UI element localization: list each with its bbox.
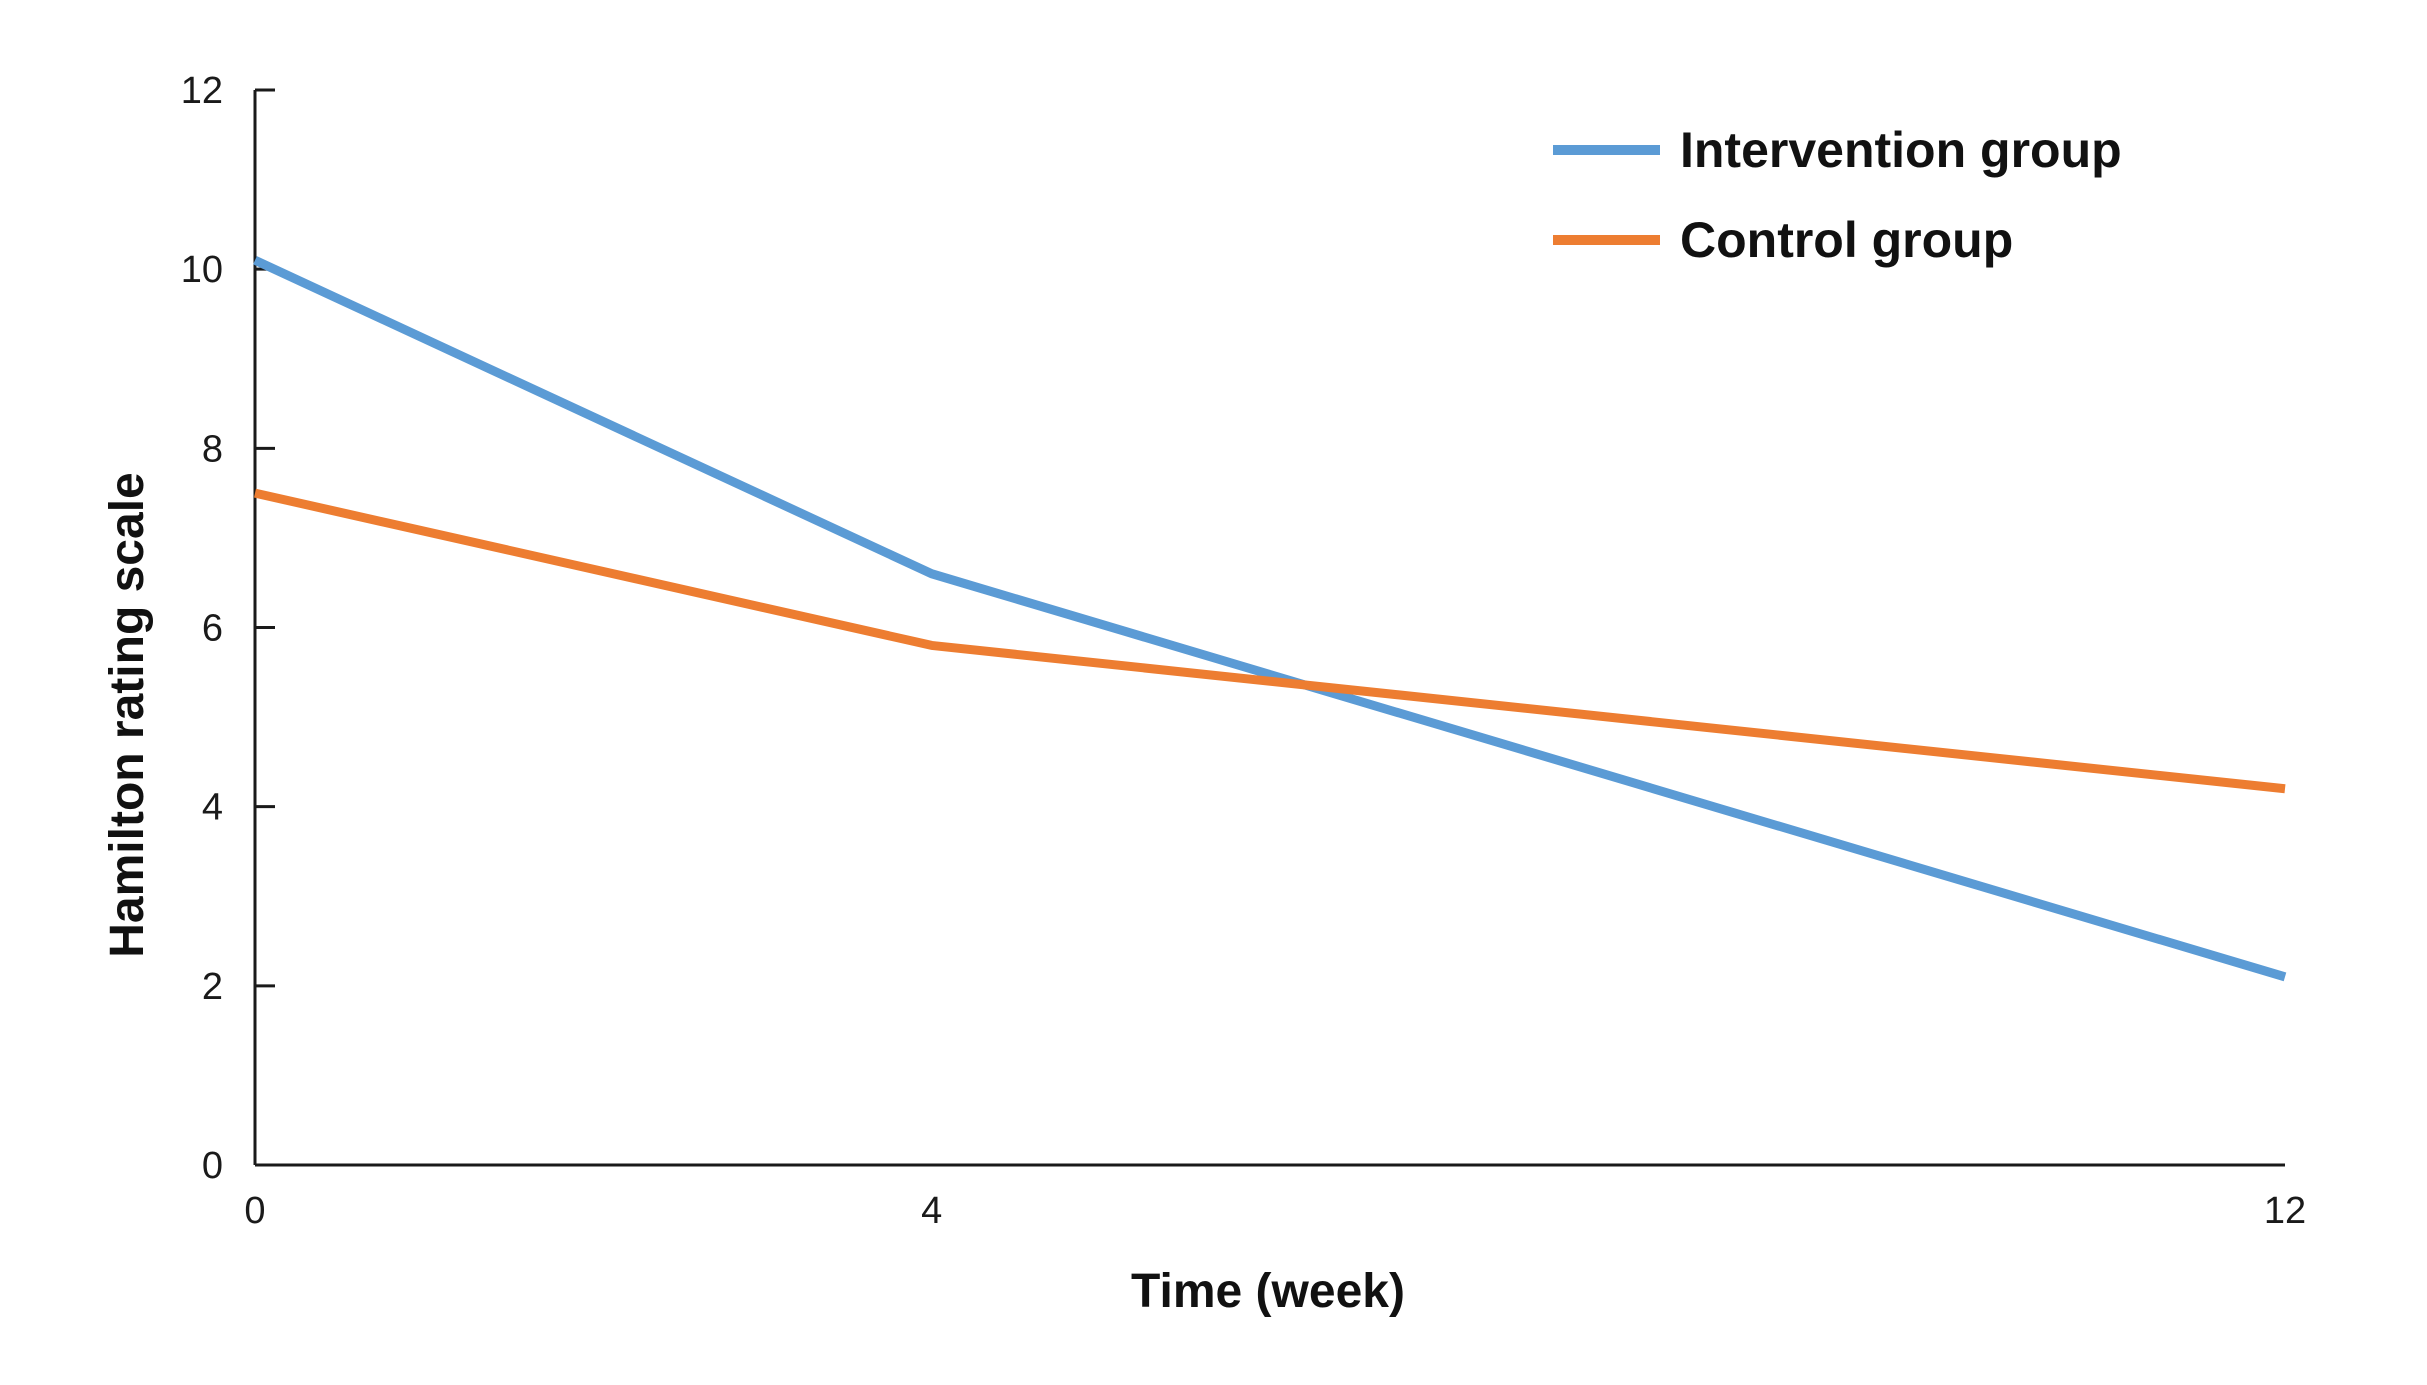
data-point <box>931 573 933 575</box>
legend: Intervention group Control group <box>1553 122 2122 268</box>
y-tick-label: 0 <box>202 1145 223 1187</box>
series-line-intervention <box>253 256 2287 982</box>
x-tick-label: 4 <box>921 1190 942 1232</box>
legend-label: Intervention group <box>1680 122 2122 178</box>
y-tick-label: 2 <box>202 966 223 1008</box>
series-layer <box>253 256 2287 982</box>
y-ticks: 0 2 4 6 8 10 12 <box>181 70 275 1187</box>
data-point <box>254 492 256 494</box>
x-tick-label: 12 <box>2264 1190 2306 1232</box>
y-tick-label: 6 <box>202 608 223 650</box>
x-tick-label: 0 <box>244 1190 265 1232</box>
y-tick-label: 8 <box>202 428 223 470</box>
legend-label: Control group <box>1680 212 2013 268</box>
data-point <box>254 259 256 261</box>
y-tick-label: 4 <box>202 787 223 829</box>
x-axis-title: Time (week) <box>1131 1265 1405 1318</box>
data-point <box>2284 788 2286 790</box>
data-point <box>931 644 933 646</box>
x-ticks: 0 4 12 <box>244 1190 2306 1232</box>
y-tick-label: 10 <box>181 249 223 291</box>
data-point <box>2284 976 2286 978</box>
axes: 0 2 4 6 8 10 12 0 4 12 <box>181 70 2306 1232</box>
series-line-control <box>254 488 2286 794</box>
y-axis-title: Hamilton rating scale <box>101 472 154 957</box>
y-tick-label: 12 <box>181 70 223 112</box>
